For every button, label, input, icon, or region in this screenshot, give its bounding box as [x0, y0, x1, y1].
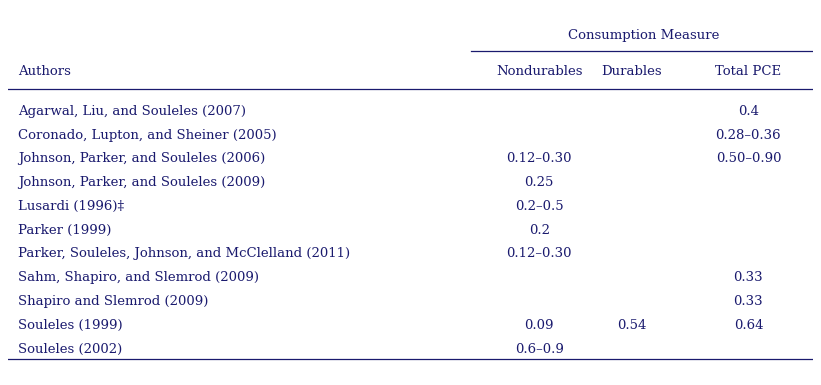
- Text: 0.12–0.30: 0.12–0.30: [507, 248, 572, 261]
- Text: 0.33: 0.33: [734, 271, 764, 284]
- Text: Shapiro and Slemrod (2009): Shapiro and Slemrod (2009): [18, 295, 209, 308]
- Text: 0.2–0.5: 0.2–0.5: [515, 200, 563, 213]
- Text: Lusardi (1996)‡: Lusardi (1996)‡: [18, 200, 124, 213]
- Text: Coronado, Lupton, and Sheiner (2005): Coronado, Lupton, and Sheiner (2005): [18, 129, 277, 142]
- Text: Sahm, Shapiro, and Slemrod (2009): Sahm, Shapiro, and Slemrod (2009): [18, 271, 259, 284]
- Text: 0.25: 0.25: [525, 176, 554, 189]
- Text: Johnson, Parker, and Souleles (2009): Johnson, Parker, and Souleles (2009): [18, 176, 265, 189]
- Text: Nondurables: Nondurables: [496, 65, 582, 78]
- Text: 0.12–0.30: 0.12–0.30: [507, 152, 572, 166]
- Text: 0.2: 0.2: [529, 224, 550, 237]
- Text: 0.54: 0.54: [617, 319, 646, 332]
- Text: 0.50–0.90: 0.50–0.90: [716, 152, 781, 166]
- Text: Durables: Durables: [602, 65, 662, 78]
- Text: Johnson, Parker, and Souleles (2006): Johnson, Parker, and Souleles (2006): [18, 152, 265, 166]
- Text: 0.09: 0.09: [525, 319, 554, 332]
- Text: Parker (1999): Parker (1999): [18, 224, 111, 237]
- Text: Parker, Souleles, Johnson, and McClelland (2011): Parker, Souleles, Johnson, and McClellan…: [18, 248, 350, 261]
- Text: Total PCE: Total PCE: [715, 65, 782, 78]
- Text: Consumption Measure: Consumption Measure: [568, 29, 719, 42]
- Text: Authors: Authors: [18, 65, 71, 78]
- Text: 0.64: 0.64: [734, 319, 764, 332]
- Text: Souleles (1999): Souleles (1999): [18, 319, 122, 332]
- Text: 0.33: 0.33: [734, 295, 764, 308]
- Text: Agarwal, Liu, and Souleles (2007): Agarwal, Liu, and Souleles (2007): [18, 105, 245, 118]
- Text: 0.4: 0.4: [738, 105, 759, 118]
- Text: 0.6–0.9: 0.6–0.9: [515, 343, 564, 356]
- Text: Souleles (2002): Souleles (2002): [18, 343, 122, 356]
- Text: 0.28–0.36: 0.28–0.36: [716, 129, 782, 142]
